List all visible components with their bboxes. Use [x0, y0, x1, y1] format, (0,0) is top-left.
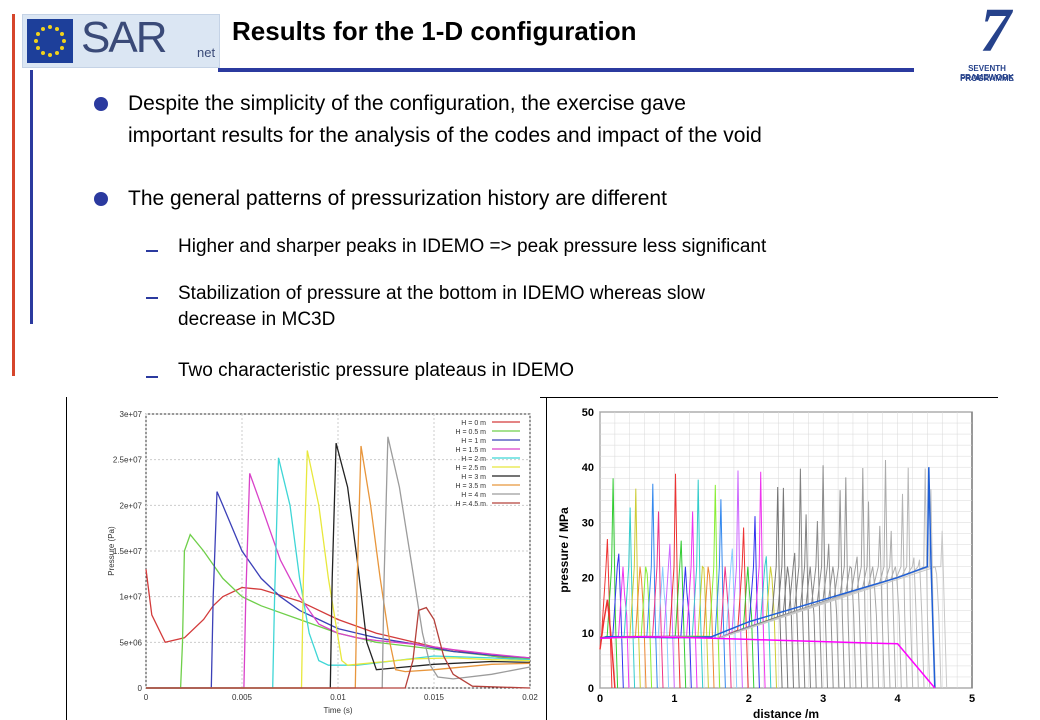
series-line: [146, 533, 531, 689]
sub-bullet-dash: [146, 376, 158, 378]
bullet-2-line-1: The general patterns of pressurization h…: [128, 187, 667, 210]
logo-text: SAR: [81, 13, 167, 62]
bullet-dot: [94, 97, 108, 111]
y-tick-label: 1.5e+07: [113, 547, 143, 556]
y-tick-label: 10: [582, 628, 594, 640]
mc3d-pressure-history-chart: 0 0.005 0.01 0.015 0.02 0 5e+06 1e+07 1.5e+07 2e+…: [107, 410, 538, 715]
profile-line-highlight: [599, 635, 936, 689]
x-tick-label: 0: [597, 693, 603, 705]
profile-line: [599, 484, 721, 689]
series-line: [146, 606, 531, 689]
x-axis-label: Time (s): [323, 706, 352, 715]
y-axis-label: pressure / MPa: [557, 507, 571, 593]
left-red-rule: [12, 14, 15, 376]
sub-bullet-dash: [146, 250, 158, 252]
y-tick-label: 0: [588, 683, 594, 695]
legend-label: H = 4.5 m: [455, 501, 486, 508]
series-line: [146, 445, 531, 689]
title-underline: [218, 68, 914, 72]
series-line: [146, 491, 531, 689]
logo-suffix: net: [197, 45, 216, 60]
legend-label: H = 0.5 m: [455, 429, 486, 436]
figure-left-rule: [66, 397, 67, 720]
sarnet-logo: SAR net: [22, 13, 220, 68]
sub-bullet-1-line-1: Higher and sharper peaks in IDEMO => pea…: [178, 236, 767, 257]
y-tick-label: 5e+06: [120, 638, 143, 647]
y-axis-label: Pressure (Pa): [107, 526, 116, 576]
y-tick-label: 2e+07: [120, 501, 143, 510]
x-tick-label: 0.01: [330, 693, 346, 702]
fp7-logo: 7 SEVENTH FRAMEWORK PROGRAMME: [944, 0, 1030, 98]
eu-flag-icon: [27, 19, 73, 63]
legend-label: H = 4 m: [461, 492, 486, 499]
legend-label: H = 3.5 m: [455, 483, 486, 490]
figure-divider: [546, 397, 547, 720]
x-tick-label: 0.005: [232, 693, 253, 702]
sub-bullet-2-line-2: decrease in MC3D: [178, 309, 336, 330]
bullet-1-line-2: important results for the analysis of th…: [128, 124, 762, 147]
x-tick-label: 1: [671, 693, 677, 705]
figure-top-rule: [540, 397, 998, 398]
x-tick-label: 0: [144, 693, 149, 702]
sub-bullet-dash: [146, 297, 158, 299]
y-tick-label: 3e+07: [120, 410, 143, 419]
y-tick-label: 2.5e+07: [113, 456, 143, 465]
legend-label: H = 2 m: [461, 456, 486, 463]
series-line: [146, 450, 531, 689]
x-tick-label: 3: [820, 693, 826, 705]
series-line: [146, 473, 531, 689]
x-tick-label: 0.015: [424, 693, 445, 702]
left-blue-rule: [30, 70, 33, 324]
y-tick-label: 1e+07: [120, 593, 143, 602]
fp7-line-2: PROGRAMME: [960, 74, 1014, 83]
y-tick-label: 20: [582, 573, 594, 585]
legend-label: H = 3 m: [461, 474, 486, 481]
x-tick-label: 2: [746, 693, 752, 705]
profile-line-highlight: [599, 599, 616, 689]
x-tick-label: 0.02: [522, 693, 538, 702]
y-tick-label: 40: [582, 462, 594, 474]
legend-label: H = 2.5 m: [455, 465, 486, 472]
legend-label: H = 1.5 m: [455, 447, 486, 454]
y-tick-label: 0: [138, 684, 143, 693]
sub-bullet-3-line-1: Two characteristic pressure plateaus in …: [178, 360, 574, 381]
x-tick-label: 4: [895, 693, 902, 705]
legend-label: H = 1 m: [461, 438, 486, 445]
bullet-dot: [94, 192, 108, 206]
series-line: [146, 443, 531, 689]
x-axis-label: distance /m: [753, 707, 819, 720]
bullet-1-line-1: Despite the simplicity of the configurat…: [128, 92, 686, 115]
fp7-number: 7: [980, 0, 1011, 65]
y-tick-label: 50: [582, 407, 594, 419]
sub-bullet-2-line-1: Stabilization of pressure at the bottom …: [178, 283, 705, 304]
y-tick-label: 30: [582, 517, 594, 529]
slide-title: Results for the 1-D configuration: [232, 16, 637, 46]
fp7-line-1: SEVENTH FRAMEWORK: [960, 64, 1014, 82]
x-tick-label: 5: [969, 693, 975, 705]
legend-label: H = 0 m: [461, 420, 486, 427]
